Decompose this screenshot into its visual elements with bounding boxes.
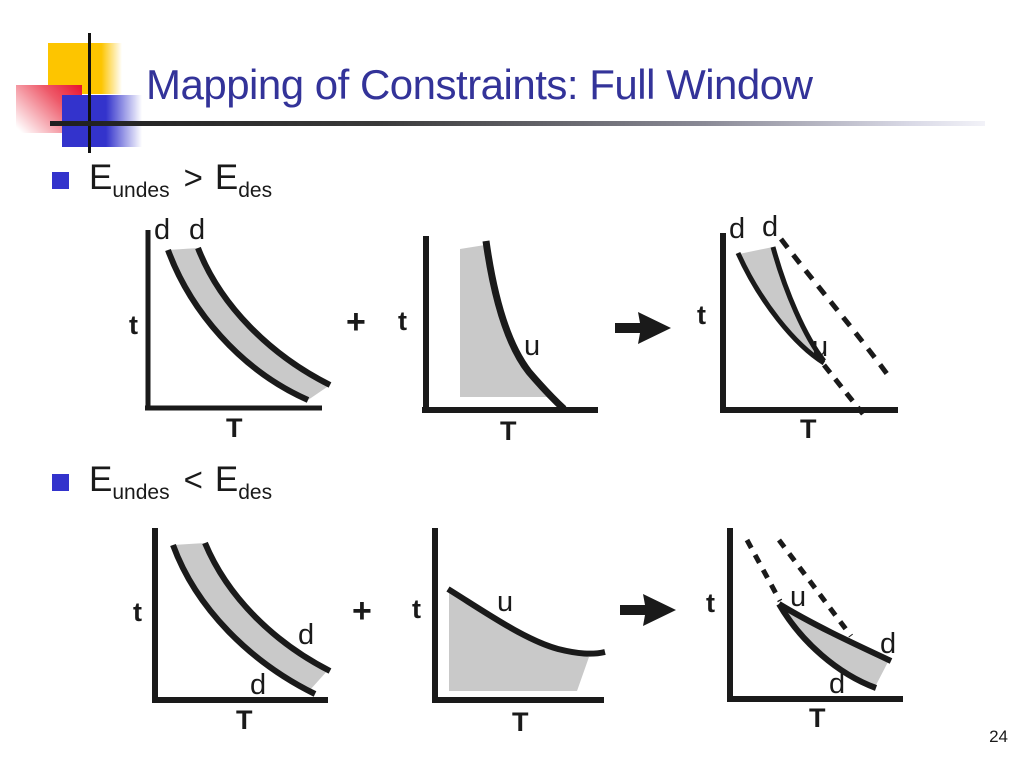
- shaded-region: [460, 245, 551, 397]
- y-axis-label: t: [697, 300, 706, 330]
- u-label: u: [790, 581, 806, 613]
- e-undes-base: E: [89, 460, 113, 499]
- d-curve-upper: [195, 246, 332, 388]
- u-label: u: [524, 330, 540, 362]
- axes: [720, 233, 898, 413]
- bullet-marker: [52, 172, 69, 189]
- d-label-upper: d: [880, 628, 896, 660]
- e-des-base: E: [214, 158, 239, 197]
- d-label-upper: d: [298, 619, 314, 651]
- d-curve-left: [735, 251, 826, 366]
- x-axis-label: T: [500, 416, 517, 446]
- x-axis-label: T: [800, 414, 817, 444]
- bullet-marker: [52, 474, 69, 491]
- d-label-lower: d: [250, 669, 266, 701]
- logo-vertical-line: [88, 33, 91, 153]
- e-undes-base: E: [89, 158, 113, 197]
- dashed-constraint-line-left: [744, 538, 783, 603]
- axes: [432, 528, 604, 703]
- shaded-band: [173, 543, 328, 690]
- page-number: 24: [989, 727, 1008, 746]
- shaded-wedge: [739, 247, 823, 361]
- x-axis-label: T: [236, 705, 253, 735]
- d-label-lower: d: [829, 668, 845, 700]
- graph-row1-full-window: t T d d u: [697, 211, 898, 444]
- comparison-operator: >: [183, 159, 203, 196]
- d-curve-lower: [776, 602, 878, 691]
- d-curve-right: [770, 246, 826, 363]
- title-underline-rule: [50, 121, 985, 126]
- u-label: u: [812, 331, 828, 363]
- x-axis-label: T: [226, 413, 243, 443]
- dashed-constraint-line: [779, 237, 893, 380]
- arrow-icon: [620, 594, 676, 626]
- y-axis-label: t: [706, 588, 715, 618]
- graph-row2-full-window: t T u d d: [706, 528, 903, 733]
- e-undes-subscript: undes: [112, 481, 170, 504]
- bullet-row-1: Eundes > Edes: [52, 158, 272, 203]
- shaded-wedge: [779, 605, 889, 687]
- arrow-icon: [615, 312, 671, 344]
- y-axis-label: t: [129, 310, 138, 340]
- bullet-row-2: Eundes < Edes: [52, 460, 272, 505]
- shaded-region: [449, 592, 589, 691]
- bullet-1-text: Eundes > Edes: [89, 158, 272, 203]
- bullet-2-text: Eundes < Edes: [89, 460, 272, 505]
- x-axis-label: T: [512, 707, 529, 737]
- graph-row2-desired-window: t T d d: [133, 528, 332, 735]
- e-des-subscript: des: [238, 179, 273, 202]
- x-axis-label: T: [809, 703, 826, 733]
- dashed-constraint-tail: [822, 363, 865, 416]
- d-label-2: d: [762, 211, 778, 243]
- plus-operator: +: [346, 303, 366, 341]
- d-curve-lower: [165, 248, 310, 403]
- graph-row2-undesired-window: t T u: [412, 528, 606, 737]
- comparison-operator: <: [183, 461, 203, 498]
- d-label-1: d: [729, 213, 745, 245]
- d-curve-upper: [202, 541, 332, 674]
- axes: [422, 236, 598, 413]
- graph-row1-desired-window: t T d d: [129, 214, 332, 443]
- u-label: u: [497, 586, 513, 618]
- axes: [152, 528, 328, 703]
- d-curve-upper: [777, 601, 893, 664]
- u-curve: [446, 586, 606, 657]
- d-label-2: d: [189, 214, 205, 246]
- plus-operator: +: [352, 592, 372, 630]
- y-axis-label: t: [398, 306, 407, 336]
- y-axis-label: t: [412, 594, 421, 624]
- y-axis-label: t: [133, 597, 142, 627]
- graph-row1-undesired-window: t T u: [398, 236, 598, 446]
- d-label-1: d: [154, 214, 170, 246]
- axes: [727, 528, 903, 702]
- dashed-constraint-line-right: [777, 538, 853, 638]
- axes: [145, 230, 322, 411]
- e-des-base: E: [214, 460, 239, 499]
- d-curve-lower: [170, 543, 317, 697]
- u-curve: [482, 240, 567, 412]
- e-des-subscript: des: [238, 481, 273, 504]
- page-title: Mapping of Constraints: Full Window: [146, 61, 813, 108]
- e-undes-subscript: undes: [112, 179, 170, 202]
